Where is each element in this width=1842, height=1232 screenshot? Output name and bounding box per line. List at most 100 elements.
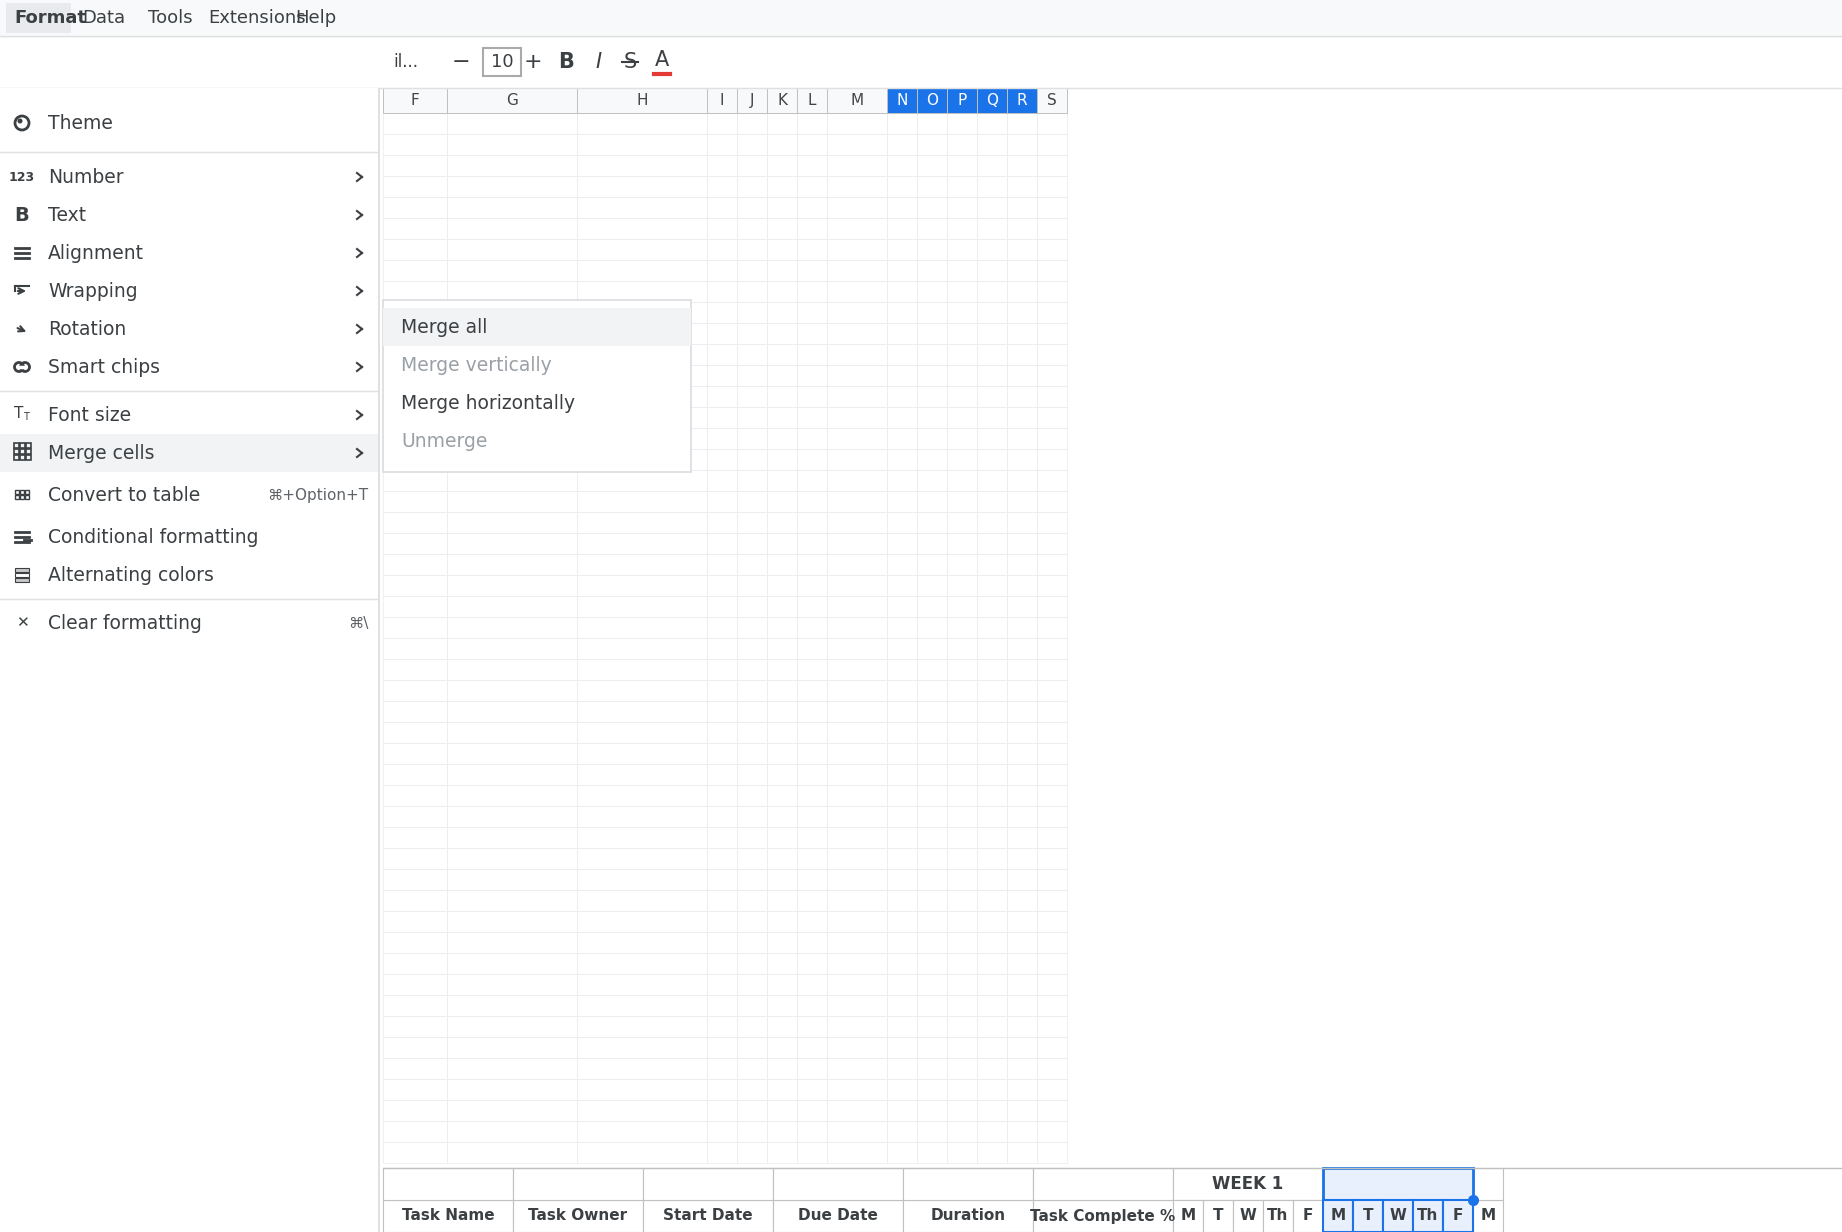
Bar [888,260,917,281]
Bar [383,1121,448,1142]
Bar [917,722,947,743]
Bar [798,806,827,827]
Bar [737,890,766,910]
Bar [383,954,448,975]
Bar [707,743,737,764]
Bar [888,134,917,155]
Bar [448,323,577,344]
Text: Help: Help [295,9,337,27]
Bar [917,1016,947,1037]
Bar [1037,659,1067,680]
Bar [798,954,827,975]
Bar [448,638,577,659]
Bar [798,469,827,492]
Text: Task Name: Task Name [402,1209,494,1223]
Bar [1008,260,1037,281]
Bar [827,302,888,323]
Bar [737,492,766,513]
Bar [707,806,737,827]
Bar [888,764,917,785]
Bar [827,469,888,492]
Bar [383,764,448,785]
Bar [577,596,707,617]
Bar [976,113,1008,134]
Bar [577,1079,707,1100]
Text: W: W [1240,1209,1256,1223]
Bar [707,281,737,302]
Bar [577,428,707,448]
Bar [947,931,976,954]
Bar [383,344,448,365]
Bar [1173,1168,1323,1200]
Text: Task Owner: Task Owner [529,1209,628,1223]
Bar [383,931,448,954]
Text: Q: Q [985,92,998,108]
Bar [737,659,766,680]
Bar [827,386,888,407]
Bar [766,492,798,513]
Bar [448,827,577,848]
Bar [383,176,448,197]
Bar [976,1100,1008,1121]
Text: W: W [1389,1209,1407,1223]
Bar [1037,848,1067,869]
Bar [947,827,976,848]
Bar [0,87,378,1232]
Bar [798,910,827,931]
Bar [707,302,737,323]
Bar [798,743,827,764]
Bar [383,1058,448,1079]
Bar [383,785,448,806]
Bar [1008,1058,1037,1079]
Bar [976,659,1008,680]
Bar [1037,1037,1067,1058]
Bar [1008,910,1037,931]
Bar [15,495,18,499]
Bar [917,743,947,764]
Bar [766,617,798,638]
Bar [976,848,1008,869]
Bar [798,218,827,239]
Bar [1037,975,1067,995]
Bar [1264,1200,1293,1232]
Bar [947,448,976,469]
Bar [798,1079,827,1100]
Bar [1037,617,1067,638]
Bar [448,617,577,638]
Bar [577,1100,707,1121]
Bar [774,1168,903,1200]
Bar [798,386,827,407]
Text: Alignment: Alignment [48,244,144,262]
Bar [917,533,947,554]
Bar [707,218,737,239]
Bar [888,1142,917,1163]
Bar [707,260,737,281]
Bar [976,785,1008,806]
Bar [1037,1142,1067,1163]
Bar [643,1200,774,1232]
Bar [1474,1168,1503,1200]
Bar [798,995,827,1016]
Bar [737,323,766,344]
Bar [827,680,888,701]
Bar [917,910,947,931]
Bar [827,87,888,113]
Bar [888,554,917,575]
Bar [383,301,691,472]
Bar [737,617,766,638]
Bar [947,869,976,890]
Bar [577,197,707,218]
Bar [707,176,737,197]
Bar [947,764,976,785]
Bar [448,806,577,827]
Bar [766,176,798,197]
Bar [1037,1100,1067,1121]
Bar [976,469,1008,492]
Bar [766,386,798,407]
Bar [798,260,827,281]
Bar [378,87,379,1232]
Bar [917,323,947,344]
Bar [917,218,947,239]
Bar [766,890,798,910]
Bar [448,785,577,806]
